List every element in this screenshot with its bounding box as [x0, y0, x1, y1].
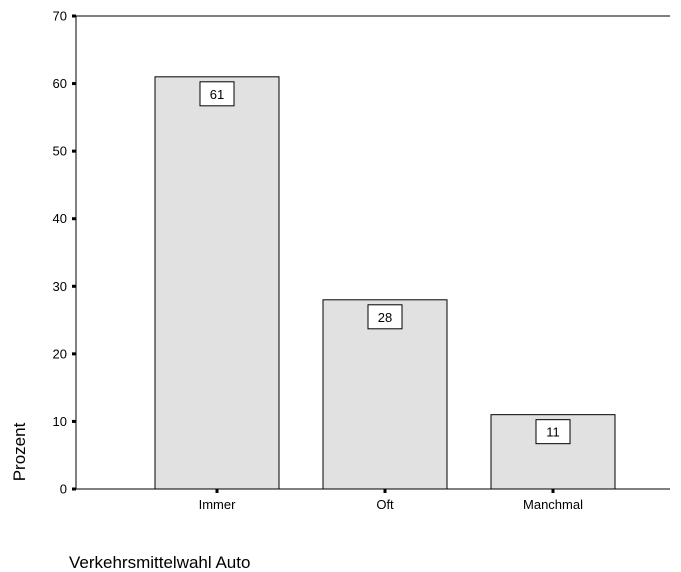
- y-tick-mark: [72, 14, 76, 18]
- bar-oft: [322, 299, 448, 490]
- y-tick-label: 20: [53, 346, 67, 361]
- y-tick-mark: [72, 352, 76, 356]
- y-tick-label: 50: [53, 144, 67, 159]
- y-tick-mark: [72, 217, 76, 221]
- bar-immer: [154, 76, 280, 490]
- x-axis-title: Verkehrsmittelwahl Auto: [69, 553, 250, 572]
- y-tick-mark: [72, 487, 76, 491]
- y-tick-mark: [72, 82, 76, 86]
- x-tick-label: Immer: [199, 497, 237, 512]
- y-tick-label: 0: [60, 482, 67, 497]
- y-tick-label: 40: [53, 211, 67, 226]
- x-tick-mark: [551, 489, 555, 493]
- data-label-box: [535, 419, 571, 445]
- data-label: 28: [378, 310, 392, 325]
- y-tick-label: 30: [53, 279, 67, 294]
- y-tick-label: 10: [53, 414, 67, 429]
- bars: 61 28 11: [154, 76, 616, 490]
- data-label: 61: [210, 87, 224, 102]
- x-axis-ticks: Immer Oft Manchmal: [199, 489, 583, 512]
- data-label: 11: [546, 425, 560, 440]
- y-tick-mark: [72, 419, 76, 423]
- y-tick-mark: [72, 284, 76, 288]
- x-tick-mark: [215, 489, 219, 493]
- y-tick-label: 60: [53, 76, 67, 91]
- x-tick-label: Manchmal: [523, 497, 583, 512]
- data-label-box: [199, 81, 235, 107]
- x-tick-label: Oft: [376, 497, 394, 512]
- y-axis-title: Prozent: [10, 422, 29, 481]
- x-tick-mark: [383, 489, 387, 493]
- y-tick-mark: [72, 149, 76, 153]
- y-axis-ticks: 0 10 20 30 40 50 60 70: [53, 9, 76, 497]
- data-label-box: [367, 304, 403, 330]
- y-tick-label: 70: [53, 9, 67, 24]
